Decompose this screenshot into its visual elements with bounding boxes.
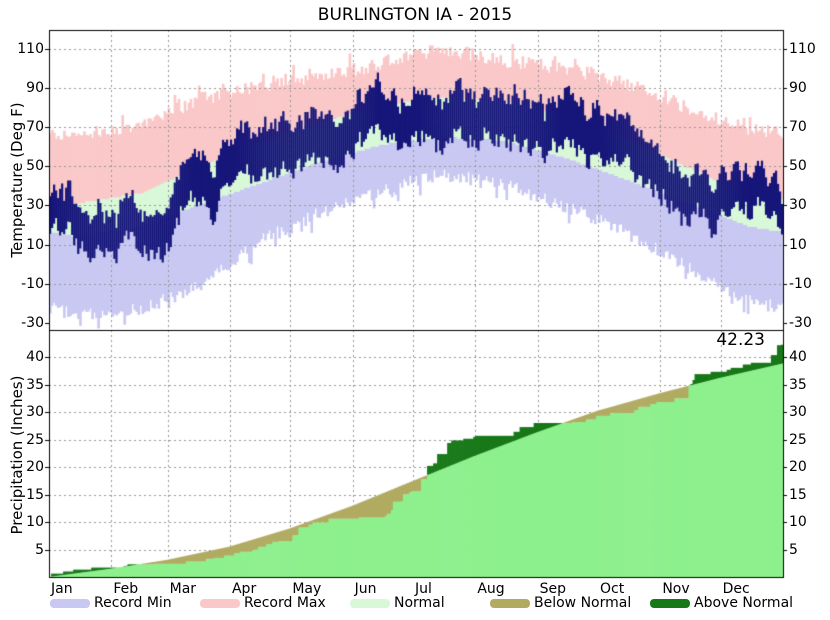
temp-tick-label-right: 50: [789, 158, 807, 175]
precip-tick-label-right: 20: [789, 459, 807, 475]
legend-swatch-normal: [350, 599, 390, 608]
precip-tick-label-right: 40: [789, 349, 807, 365]
precip-tick-label-left: 30: [26, 404, 44, 420]
precip-axis-title: Precipitation (Inches): [8, 375, 26, 535]
precip-tick-label-left: 40: [26, 349, 44, 365]
temp-tick-label-left: 10: [26, 236, 44, 253]
temp-tick-label-right: -30: [789, 314, 812, 331]
month-label: Aug: [477, 581, 505, 597]
legend-swatch-record-min: [50, 599, 90, 608]
month-label: Mar: [169, 581, 197, 597]
legend-label: Record Max: [244, 595, 326, 611]
precip-tick-label-left: 15: [26, 486, 44, 503]
precip-tick-label-left: 20: [26, 459, 44, 475]
precip-tick-label-left: 25: [26, 431, 44, 448]
month-label: Jan: [51, 581, 73, 597]
temp-tick-label-left: 50: [26, 158, 44, 175]
month-label: Jun: [354, 581, 377, 597]
temp-tick-label-left: 90: [26, 80, 44, 97]
legend-label: Above Normal: [694, 595, 794, 611]
precip-total-annotation: 42.23: [716, 330, 765, 350]
precip-tick-label-left: 10: [26, 514, 44, 530]
month-label: Jul: [414, 581, 432, 597]
temp-tick-label-right: -10: [789, 275, 812, 292]
legend-swatch-above-normal: [650, 599, 690, 608]
temp-tick-label-left: -30: [21, 314, 44, 331]
temp-tick-label-right: 10: [789, 236, 807, 253]
legend-label: Below Normal: [534, 595, 632, 611]
legend-label: Normal: [394, 595, 445, 611]
legend-swatch-record-max: [200, 599, 240, 608]
month-label: Sep: [539, 581, 567, 597]
temp-tick-label-right: 90: [789, 80, 807, 97]
month-label: Apr: [231, 581, 257, 597]
temp-tick-label-right: 30: [789, 197, 807, 214]
precip-tick-label-right: 15: [789, 486, 807, 503]
temp-tick-label-right: 110: [789, 41, 816, 57]
month-label: Nov: [662, 581, 690, 597]
temp-tick-label-left: -10: [21, 275, 44, 292]
precip-tick-label-right: 5: [789, 541, 798, 558]
legend-swatch-below-normal: [490, 599, 530, 608]
temp-tick-label-left: 30: [26, 197, 44, 214]
precip-tick-label-right: 25: [789, 431, 807, 448]
chart-title: BURLINGTON IA - 2015: [317, 5, 513, 25]
precip-tick-label-left: 35: [26, 376, 44, 393]
temp-tick-label-left: 70: [26, 119, 44, 136]
precip-tick-label-right: 35: [789, 376, 807, 393]
temp-tick-label-right: 70: [789, 119, 807, 136]
month-label: Feb: [113, 581, 139, 597]
precip-tick-label-right: 10: [789, 514, 807, 530]
temp-tick-label-left: 110: [17, 41, 44, 57]
precip-tick-label-left: 5: [35, 541, 44, 558]
month-label: Oct: [599, 581, 625, 597]
precip-tick-label-right: 30: [789, 404, 807, 420]
month-label: Dec: [722, 581, 750, 597]
month-label: May: [292, 581, 322, 597]
legend-label: Record Min: [94, 595, 172, 611]
